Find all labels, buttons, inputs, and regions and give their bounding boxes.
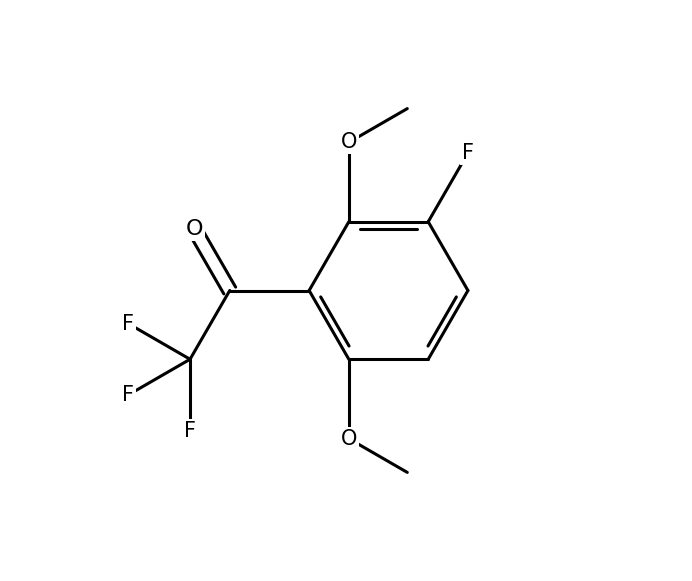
Text: F: F (462, 143, 474, 163)
Text: O: O (185, 218, 203, 239)
Text: F: F (184, 421, 196, 441)
Text: F: F (122, 314, 134, 333)
Text: O: O (340, 132, 357, 152)
Text: O: O (340, 429, 357, 449)
Text: F: F (122, 385, 134, 405)
